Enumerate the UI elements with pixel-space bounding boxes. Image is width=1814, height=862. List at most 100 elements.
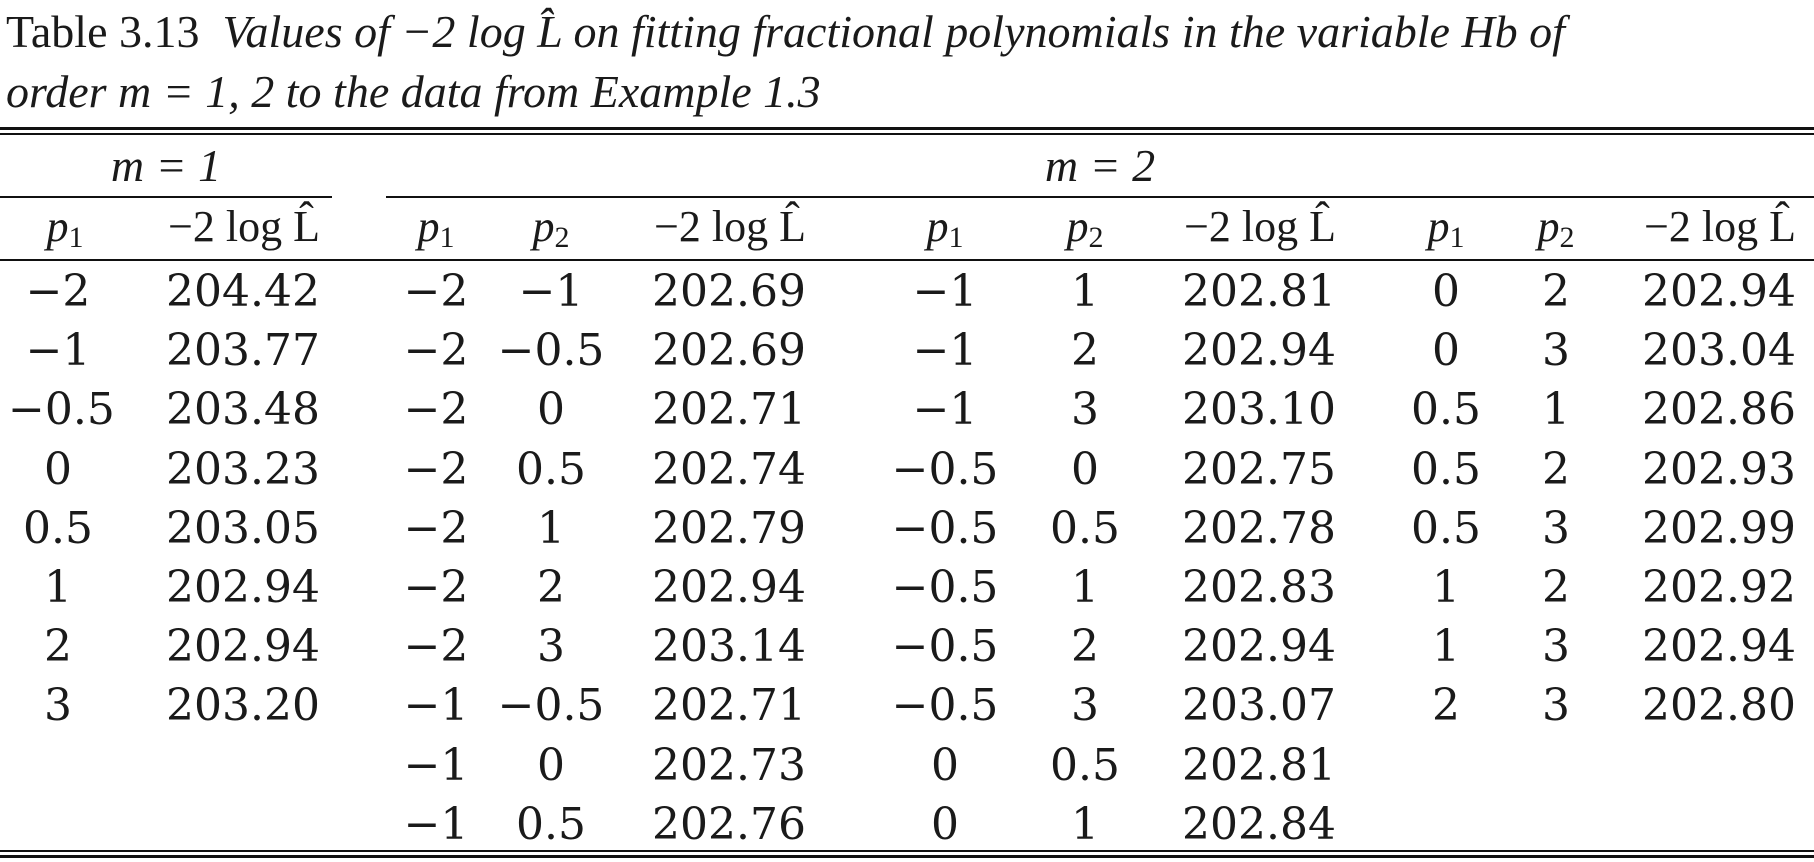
table-cell-m1-r2-c1: −1	[25, 325, 91, 377]
table-cell-m2b-r7-c3: 202.94	[1182, 621, 1336, 673]
table-cell-m2a-r5-c2: 1	[537, 502, 565, 554]
table-cell-m2b-r5-c1: −0.5	[891, 502, 999, 554]
table-cell-m2c-r5-c2: 3	[1542, 502, 1570, 554]
table-cell-m2a-r1-c2: −1	[518, 266, 584, 317]
table-cell-m2c-r3-c3: 202.86	[1642, 384, 1796, 436]
table-cell-m2b-r9-c1: 0	[931, 739, 959, 791]
table-cell-m2b-r4-c1: −0.5	[891, 443, 999, 495]
table-cell-m2b-r2-c1: −1	[912, 325, 978, 377]
table-cell-m2a-r8-c2: −0.5	[497, 680, 605, 732]
table-cell-m2c-r3-c2: 1	[1542, 384, 1570, 436]
col-header-m2c-p1: p1	[1427, 202, 1465, 254]
table-cell-m1-r1-c2: 204.42	[166, 266, 320, 317]
table-cell-m2c-r2-c1: 0	[1432, 325, 1460, 377]
group-header-m1: m = 1	[110, 140, 222, 191]
table-cell-m2b-r3-c1: −1	[912, 384, 978, 436]
table-cell-m2a-r2-c3: 202.69	[652, 325, 806, 377]
m1-underline	[0, 196, 332, 198]
table-cell-m2c-r4-c3: 202.93	[1642, 443, 1796, 495]
table-cell-m2b-r4-c3: 202.75	[1182, 443, 1336, 495]
col-header-m2b-p1: p1	[926, 202, 964, 254]
table-cell-m2b-r2-c3: 202.94	[1182, 325, 1336, 377]
table-cell-m2a-r10-c3: 202.76	[652, 798, 806, 850]
m2-underline	[386, 196, 1814, 198]
col-header-m2c-p2: p2	[1537, 202, 1575, 254]
table-cell-m1-r7-c2: 202.94	[166, 621, 320, 673]
caption-text-2: order m = 1, 2 to the data from Example …	[6, 66, 821, 117]
table-cell-m2b-r6-c1: −0.5	[891, 562, 999, 613]
table-cell-m2b-r1-c3: 202.81	[1182, 266, 1336, 317]
table-cell-m2b-r2-c2: 2	[1071, 325, 1099, 377]
table-cell-m2c-r3-c1: 0.5	[1411, 384, 1481, 436]
table-cell-m1-r4-c2: 203.23	[166, 443, 320, 495]
col-header-m2b-dev: −2 log L̂	[1184, 202, 1336, 251]
col-header-m2b-p2: p2	[1066, 202, 1104, 254]
table-cell-m2a-r9-c2: 0	[537, 739, 565, 791]
table-cell-m1-r6-c2: 202.94	[166, 562, 320, 613]
table-cell-m1-r8-c2: 203.20	[166, 680, 320, 732]
table-cell-m2b-r1-c1: −1	[912, 266, 978, 317]
top-rule-thick	[0, 127, 1814, 130]
table-cell-m2c-r5-c1: 0.5	[1411, 502, 1481, 554]
table-cell-m2a-r6-c1: −2	[403, 562, 469, 613]
table-cell-m2a-r4-c3: 202.74	[652, 443, 806, 495]
table-cell-m2c-r1-c2: 2	[1542, 266, 1570, 317]
table-cell-m1-r6-c1: 1	[44, 562, 72, 613]
table-cell-m2b-r7-c1: −0.5	[891, 621, 999, 673]
table-cell-m1-r4-c1: 0	[44, 443, 72, 495]
col-header-m2c-dev: −2 log L̂	[1644, 202, 1796, 251]
table-cell-m2a-r7-c1: −2	[403, 621, 469, 673]
table-cell-m1-r3-c1: −0.5	[8, 384, 115, 436]
table-cell-m2b-r5-c3: 202.78	[1182, 502, 1336, 554]
table-cell-m2c-r7-c1: 1	[1432, 621, 1460, 673]
table-cell-m2b-r7-c2: 2	[1071, 621, 1099, 673]
caption-line-1: Table 3.13 Values of −2 log L̂ on fittin…	[6, 2, 1806, 62]
table-caption: Table 3.13 Values of −2 log L̂ on fittin…	[6, 2, 1806, 122]
table-cell-m1-r1-c1: −2	[25, 266, 91, 317]
col-header-m1-p1: p1	[46, 202, 84, 254]
col-header-m2a-p1: p1	[417, 202, 455, 254]
table-cell-m2b-r9-c2: 0.5	[1050, 739, 1120, 791]
table-cell-m2a-r5-c1: −2	[403, 502, 469, 554]
table-cell-m2c-r5-c3: 202.99	[1642, 502, 1796, 554]
table-cell-m2a-r6-c2: 2	[537, 562, 565, 613]
table-cell-m1-r5-c2: 203.05	[166, 502, 320, 554]
table-cell-m2b-r3-c2: 3	[1071, 384, 1099, 436]
table-cell-m2a-r4-c2: 0.5	[516, 443, 586, 495]
table-cell-m2c-r1-c3: 202.94	[1642, 266, 1796, 317]
table-cell-m2b-r5-c2: 0.5	[1050, 502, 1120, 554]
table-cell-m2c-r8-c1: 2	[1432, 680, 1460, 732]
group-header-m2: m = 2	[1044, 140, 1156, 191]
table-cell-m2b-r8-c1: −0.5	[891, 680, 999, 732]
top-rule-thin	[0, 133, 1814, 135]
table-cell-m2c-r4-c1: 0.5	[1411, 443, 1481, 495]
table-cell-m2b-r8-c2: 3	[1071, 680, 1099, 732]
table-cell-m2b-r4-c2: 0	[1071, 443, 1099, 495]
table-cell-m1-r3-c2: 203.48	[166, 384, 320, 436]
table-cell-m2c-r2-c3: 203.04	[1642, 325, 1796, 377]
table-cell-m2a-r6-c3: 202.94	[652, 562, 806, 613]
table-cell-m2c-r8-c3: 202.80	[1642, 680, 1796, 732]
header-rule	[0, 259, 1814, 261]
table-cell-m2c-r8-c2: 3	[1542, 680, 1570, 732]
table-cell-m2a-r9-c1: −1	[403, 739, 469, 791]
table-cell-m2b-r10-c1: 0	[931, 798, 959, 850]
table-cell-m2b-r6-c2: 1	[1071, 562, 1099, 613]
bottom-rule-thin	[0, 850, 1814, 852]
table-cell-m2a-r10-c2: 0.5	[516, 798, 586, 850]
table-cell-m2a-r10-c1: −1	[403, 798, 469, 850]
caption-text-1: Values of −2 log L̂ on fitting fractiona…	[222, 6, 1565, 57]
table-cell-m2a-r8-c3: 202.71	[652, 680, 806, 732]
table-cell-m2a-r9-c3: 202.73	[652, 739, 806, 791]
table-cell-m2b-r8-c3: 203.07	[1182, 680, 1336, 732]
table-cell-m2a-r7-c3: 203.14	[652, 621, 806, 673]
table-cell-m2c-r7-c3: 202.94	[1642, 621, 1796, 673]
table-cell-m1-r7-c1: 2	[44, 621, 72, 673]
table-cell-m2a-r2-c2: −0.5	[497, 325, 605, 377]
table-number: Table 3.13	[6, 6, 200, 57]
table-cell-m2a-r7-c2: 3	[537, 621, 565, 673]
col-header-m2a-dev: −2 log L̂	[654, 202, 806, 251]
table-cell-m2c-r6-c2: 2	[1542, 562, 1570, 613]
table-cell-m2b-r6-c3: 202.83	[1182, 562, 1336, 613]
table-cell-m2c-r1-c1: 0	[1432, 266, 1460, 317]
